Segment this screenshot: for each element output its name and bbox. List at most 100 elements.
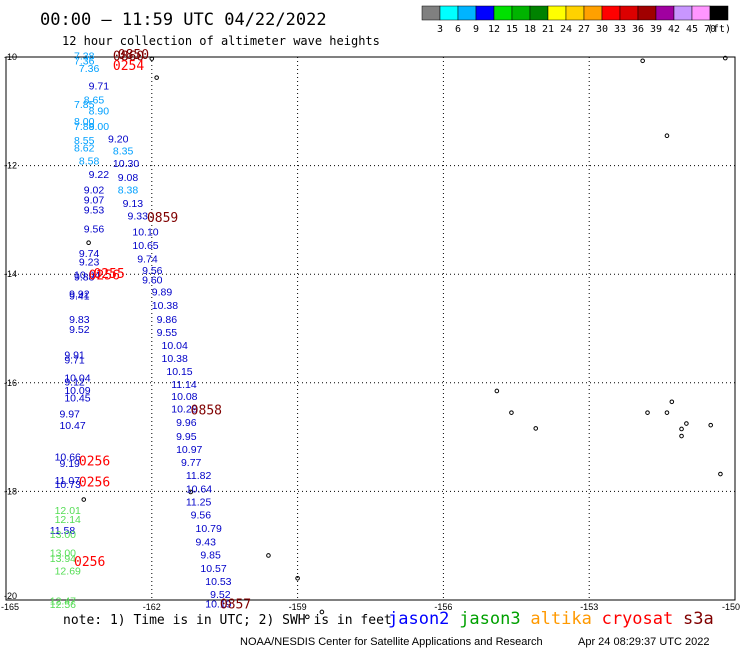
islands <box>81 55 728 620</box>
wave-height-value: 9.60 <box>142 274 163 286</box>
wave-height-value: 7.85 <box>74 99 95 111</box>
colorbar-label: 30 <box>596 24 608 35</box>
wave-height-value: 13.00 <box>50 529 76 541</box>
wave-height-value: 9.52 <box>69 324 90 336</box>
wave-height-value: 10.79 <box>196 523 222 535</box>
wave-height-value: 10.10 <box>132 227 158 239</box>
wave-height-value: 10.57 <box>200 563 226 575</box>
pass-time-label: 0254 <box>113 59 144 74</box>
y-tick-label: -16 <box>4 378 17 388</box>
colorbar-swatch <box>565 5 585 21</box>
colorbar-label: 18 <box>524 24 536 35</box>
x-tick-label: -156 <box>434 602 452 612</box>
colorbar-swatch <box>709 5 729 21</box>
island-outline <box>722 55 728 61</box>
wave-height-value: 13.00 <box>50 548 76 560</box>
wave-height-value: 9.23 <box>79 257 100 269</box>
wave-height-value: 9.56 <box>142 265 163 277</box>
wave-height-value: 12.47 <box>50 595 76 607</box>
wave-height-value: 8.55 <box>74 135 95 147</box>
colorbar-label: 33 <box>614 24 626 35</box>
x-tick-label: -162 <box>143 602 161 612</box>
island-outline <box>266 553 271 558</box>
wave-height-value: 9.89 <box>152 286 173 298</box>
y-tick-label: -20 <box>4 591 17 601</box>
colorbar-label: 24 <box>560 24 572 35</box>
island-outline <box>295 575 300 581</box>
island-outline <box>509 410 514 415</box>
wave-height-value: 10.47 <box>59 420 85 432</box>
pass-time-label: 0255 <box>93 267 124 282</box>
wave-height-value: 10.38 <box>152 300 178 312</box>
time-label-series: 0850086002540859025502560858025602560256… <box>74 48 251 613</box>
colorbar-label: 39 <box>650 24 662 35</box>
colorbar-swatch <box>457 5 477 21</box>
wave-height-value: 10.09 <box>64 385 90 397</box>
colorbar-swatch <box>421 5 441 21</box>
footer-credit: NOAA/NESDIS Center for Satellite Applica… <box>240 636 543 648</box>
island-outline <box>149 56 155 61</box>
wave-height-value: 10.53 <box>205 576 231 588</box>
wave-height-value: 9.91 <box>64 349 85 361</box>
y-tick-label: -18 <box>4 486 17 496</box>
wave-height-value: 11.82 <box>186 470 212 482</box>
colorbar-label: 45 <box>686 24 698 35</box>
wave-height-value: 9.95 <box>176 431 197 443</box>
wave-height-value: 10.64 <box>186 483 212 495</box>
wave-height-value: 12.14 <box>55 514 81 526</box>
legend-item-s3a: s3a <box>683 609 714 629</box>
colorbar-label: 21 <box>542 24 554 35</box>
x-tick-label: -165 <box>1 602 19 612</box>
island-outline <box>640 58 645 64</box>
wave-height-series: 7.387.367.36 9.71 8.657.858.908.009.007.88… <box>50 51 232 611</box>
colorbar-label: 42 <box>668 24 680 35</box>
y-tick-label: -14 <box>4 269 17 279</box>
wave-height-value: 13.94 <box>50 553 76 565</box>
wave-height-value: 10.08 <box>171 391 197 403</box>
colorbar-swatch <box>619 5 639 21</box>
island-outline <box>664 133 670 139</box>
wave-height-value: 9.96 <box>176 417 197 429</box>
y-tick-label: -12 <box>4 161 17 171</box>
wave-height-value: 12.69 <box>55 565 81 577</box>
wave-height-value: 10.97 <box>176 444 202 456</box>
note-text: note: 1) Time is in UTC; 2) SWH is in fe… <box>63 613 392 628</box>
wave-height-value: 9.85 <box>200 550 221 562</box>
colorbar-swatch <box>439 5 459 21</box>
pass-time-label: 0256 <box>79 454 110 469</box>
colorbar-label: 3 <box>437 24 443 35</box>
wave-height-value: 9.74 <box>137 253 158 265</box>
wave-height-value: 10.65 <box>132 240 158 252</box>
island-outline <box>645 410 650 415</box>
island-outline <box>319 609 325 615</box>
island-outline <box>669 399 675 405</box>
wave-height-value: 7.36 <box>74 56 95 68</box>
colorbar-swatch <box>655 5 675 21</box>
island-outline <box>679 426 684 432</box>
wave-height-value: 9.08 <box>118 172 139 184</box>
wave-height-value: 8.65 <box>84 95 105 107</box>
wave-height-value: 8.38 <box>118 184 139 196</box>
island-outline <box>86 240 91 246</box>
colorbar: 3 6 9 12 15 18 21 24 27 30 33 36 39 42 45 70 <box>421 5 729 35</box>
wave-height-value: 8.35 <box>113 146 134 158</box>
wave-height-value: 9.12 <box>64 377 85 389</box>
colorbar-swatch <box>475 5 495 21</box>
island-outline <box>494 388 500 394</box>
wave-height-value: 9.74 <box>79 248 100 260</box>
wave-height-value: 9.43 <box>196 537 217 549</box>
wave-height-value: 10.04 <box>74 270 100 282</box>
colorbar-swatch <box>601 5 621 21</box>
colorbar-label: 9 <box>473 24 479 35</box>
wave-height-value: 9.92 <box>69 289 90 301</box>
island-outline <box>154 75 159 80</box>
wave-height-value: 9.56 <box>191 510 212 522</box>
chart-title: 00:00 – 11:59 UTC 04/22/2022 <box>40 10 327 30</box>
island-outline <box>718 471 723 477</box>
wave-height-value: 9.56 <box>84 223 105 235</box>
island-outline <box>188 489 193 495</box>
colorbar-swatch <box>511 5 531 21</box>
pass-time-label: 0857 <box>220 598 251 613</box>
plot-area <box>5 56 736 601</box>
island-outline <box>708 422 714 428</box>
